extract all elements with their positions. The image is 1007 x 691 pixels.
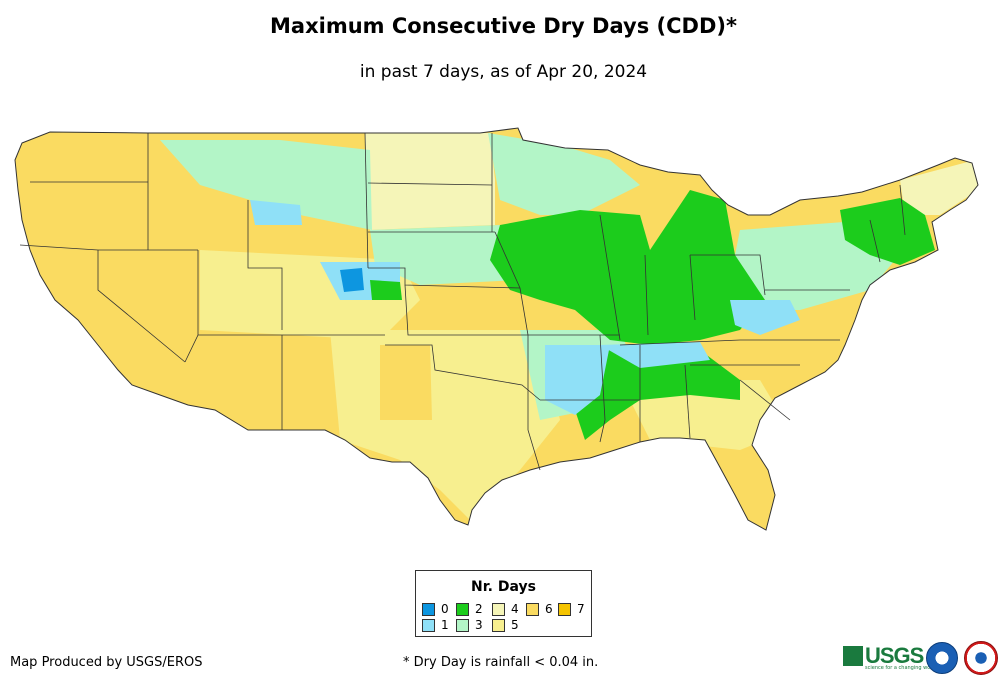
region-3-days-montana (160, 140, 372, 230)
legend-label-7: 7 (577, 602, 585, 616)
legend-label-1: 1 (441, 618, 449, 632)
dry-day-note: * Dry Day is rainfall < 0.04 in. (403, 655, 599, 670)
noaa-logo-icon (926, 642, 958, 674)
region-4-days-maine (900, 160, 978, 215)
region-2-days-new-england (840, 198, 935, 265)
legend-swatch-0 (422, 602, 435, 616)
legend-swatch-6 (526, 602, 539, 616)
nws-logo-icon (964, 641, 998, 675)
region-2-days-tennessee (575, 345, 740, 440)
legend-swatch-1 (422, 618, 435, 632)
legend: Nr. Days 0 1 2 3 4 5 6 7 (415, 570, 592, 637)
region-4-days-dakotas (365, 133, 495, 230)
legend-swatch-5 (492, 618, 505, 632)
legend-label-3: 3 (475, 618, 483, 632)
usgs-logo: USGS science for a changing world (843, 643, 937, 671)
region-1-days-mid-south (545, 345, 610, 415)
legend-swatch-4 (492, 602, 505, 616)
map-subtitle: in past 7 days, as of Apr 20, 2024 (359, 62, 648, 82)
region-1-days-kentucky (600, 342, 710, 368)
state-borders (19, 132, 906, 471)
usgs-wordmark: USGS (865, 643, 924, 668)
legend-label-0: 0 (441, 602, 449, 616)
region-3-days-minnesota (488, 133, 640, 215)
region-3-days-nebraska (370, 225, 520, 285)
legend-item-3: 3 (456, 618, 483, 632)
legend-label-2: 2 (475, 602, 483, 616)
legend-label-6: 6 (545, 602, 553, 616)
legend-title: Nr. Days (471, 579, 536, 595)
region-2-days-midwest (490, 190, 765, 345)
region-1-days-wyoming (250, 200, 302, 225)
legend-item-5: 5 (492, 618, 519, 632)
region-5-days-south (330, 330, 560, 520)
usgs-tagline: science for a changing world (865, 665, 937, 671)
legend-swatch-2 (456, 602, 469, 616)
region-2-days-colorado (370, 280, 402, 300)
legend-item-1: 1 (422, 618, 449, 632)
legend-item-4: 4 (492, 602, 519, 616)
producer-credit: Map Produced by USGS/EROS (10, 655, 203, 670)
region-0-days-colorado (340, 268, 364, 292)
region-1-days-virginia (730, 300, 800, 335)
legend-item-2: 2 (456, 602, 483, 616)
legend-label-4: 4 (511, 602, 519, 616)
legend-swatch-7 (558, 602, 571, 616)
legend-item-7: 7 (558, 602, 585, 616)
map-title: Maximum Consecutive Dry Days (CDD)* (270, 14, 737, 38)
legend-item-6: 6 (526, 602, 553, 616)
us-outline (14, 127, 979, 531)
usgs-wave-icon (843, 646, 863, 666)
legend-label-5: 5 (511, 618, 519, 632)
legend-swatch-3 (456, 618, 469, 632)
region-6-days-west-texas (380, 345, 432, 420)
legend-item-0: 0 (422, 602, 449, 616)
